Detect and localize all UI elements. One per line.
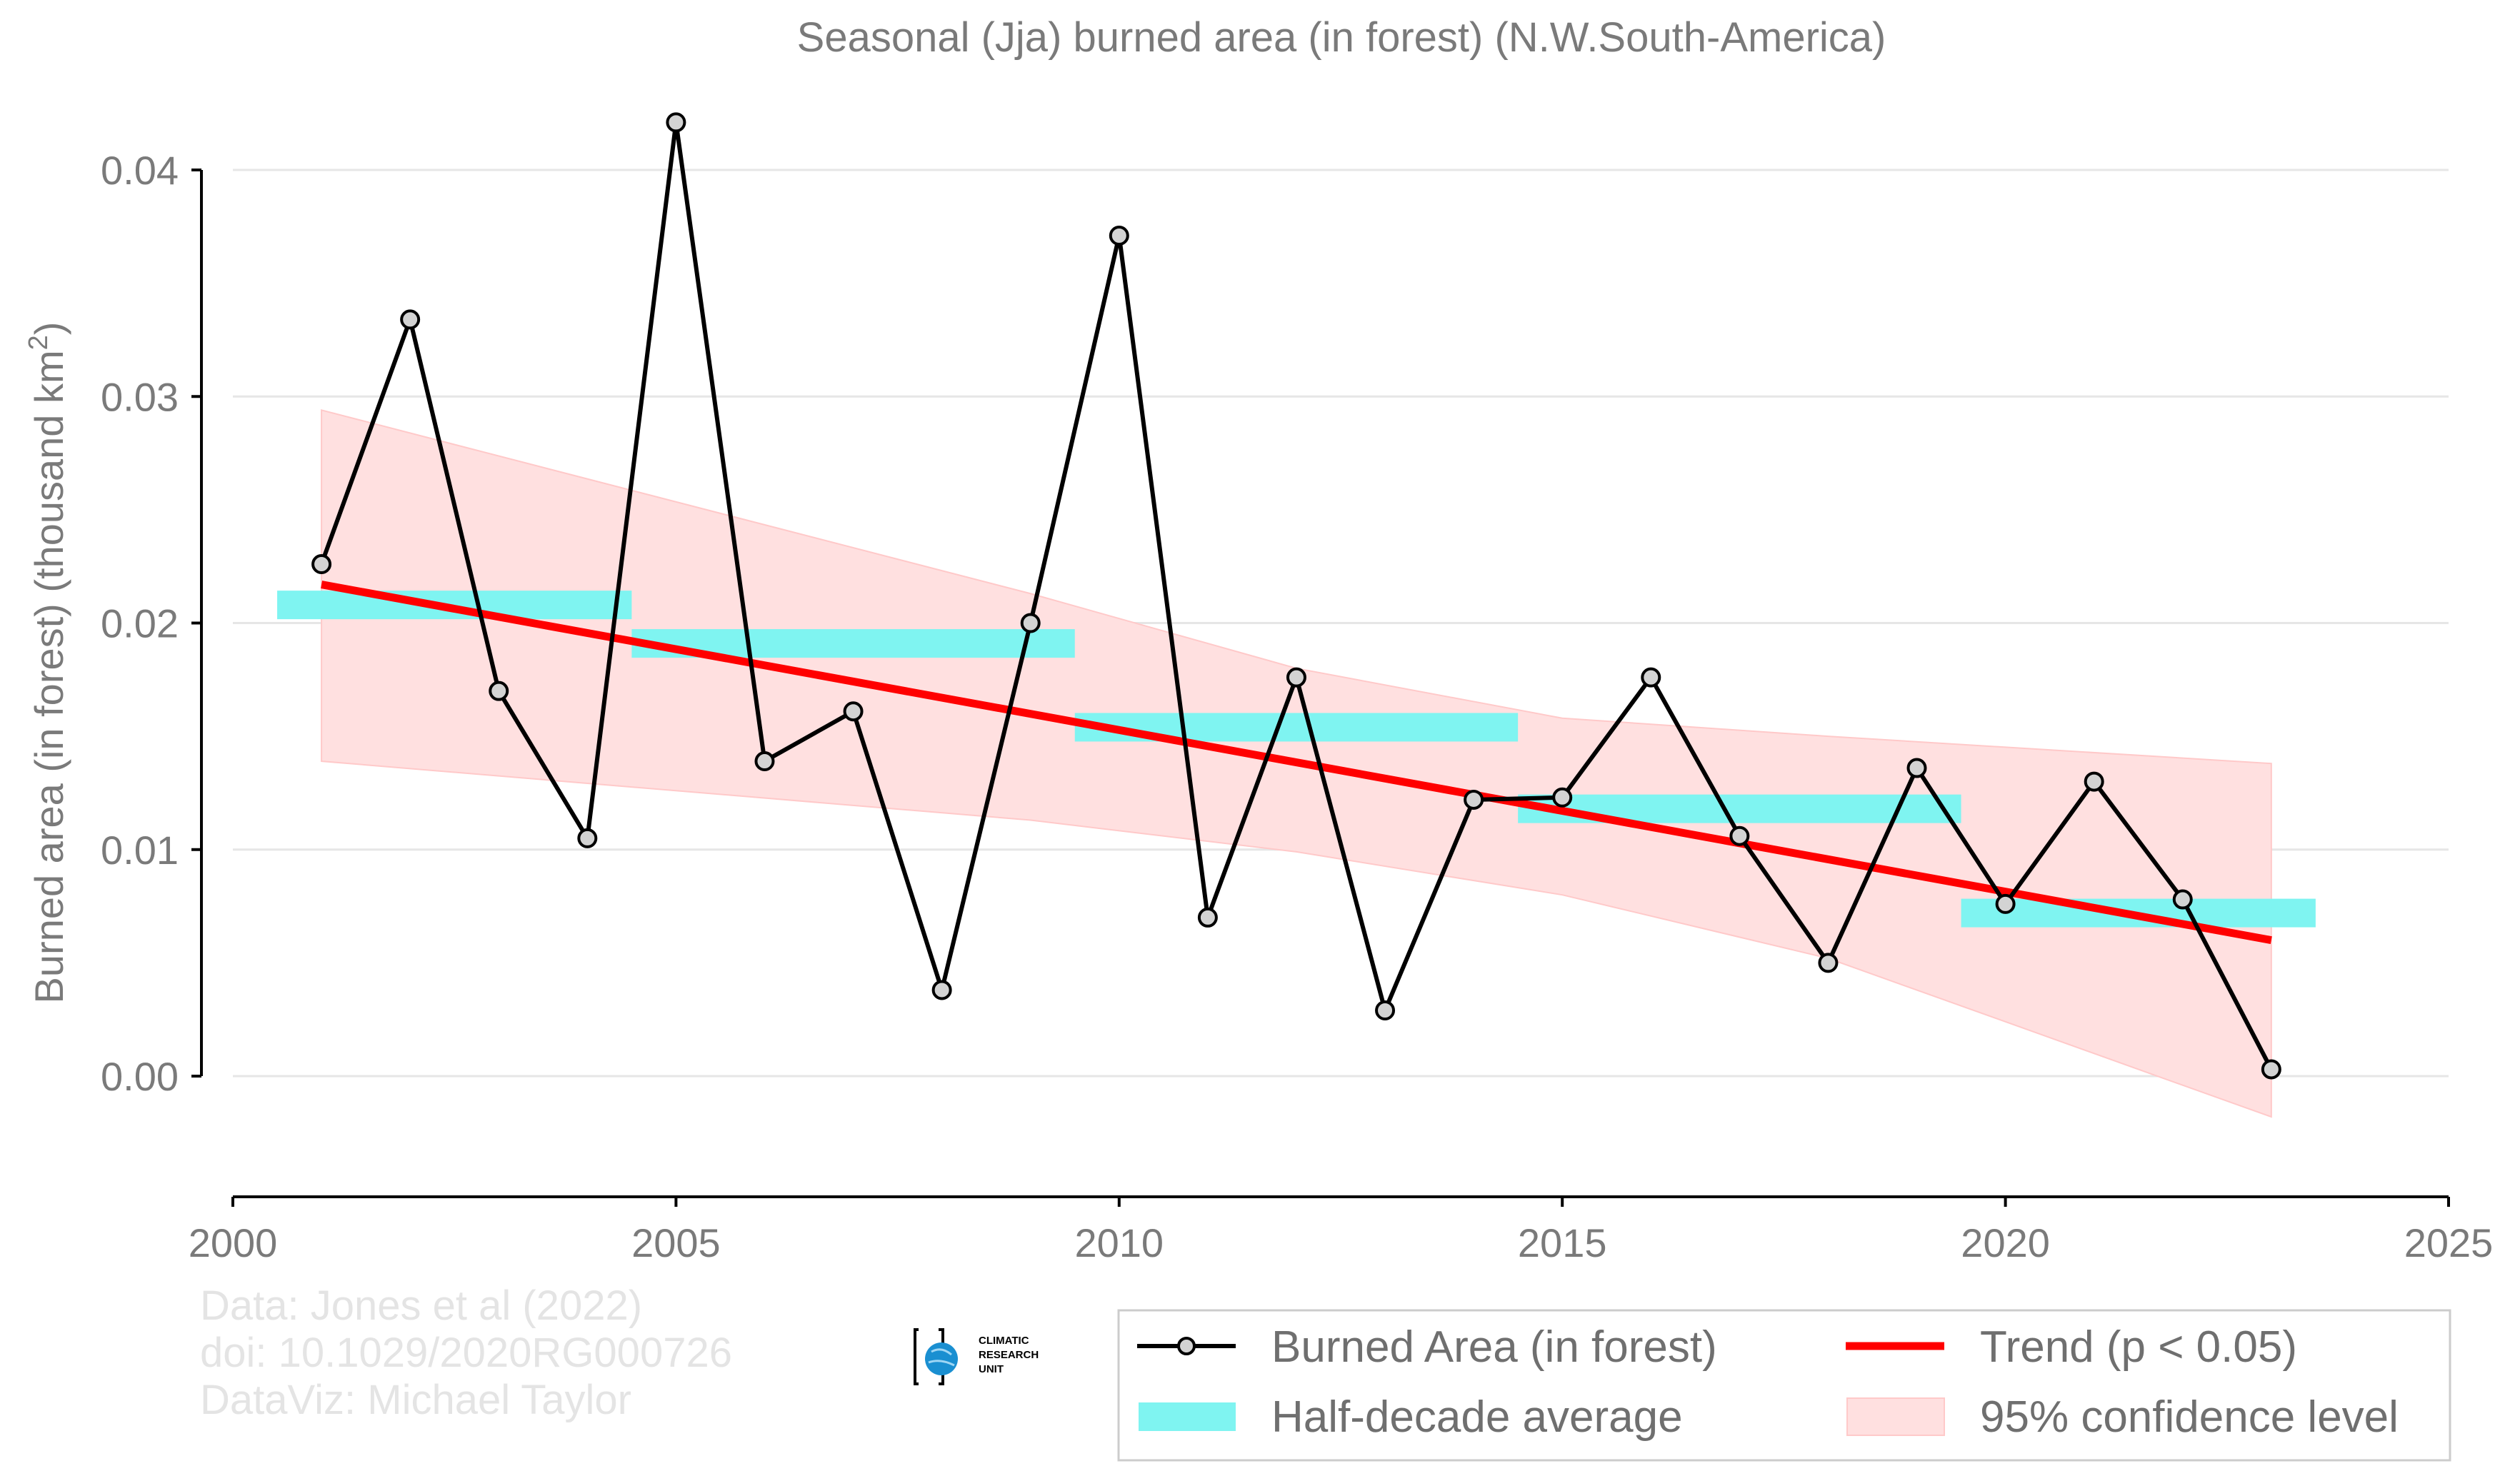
data-point-2012 <box>1286 667 1306 688</box>
data-point-2019 <box>1906 758 1927 778</box>
data-point-2020 <box>1995 893 2016 914</box>
data-point-2011 <box>1197 907 1218 928</box>
data-point-2015 <box>1552 787 1573 808</box>
logo-text-line2: RESEARCH <box>979 1349 1039 1361</box>
credits: Data: Jones et al (2022) doi: 10.1029/20… <box>200 1282 732 1423</box>
y-tick-label-4: 0.04 <box>101 148 179 193</box>
y-tick-label-3: 0.03 <box>101 374 179 419</box>
credit-data-source: Data: Jones et al (2022) <box>200 1282 642 1329</box>
legend-label-confidence: 95% confidence level <box>1980 1392 2399 1442</box>
data-point-2008 <box>931 980 952 1000</box>
data-point-2010 <box>1109 226 1129 246</box>
y-tick-label-0: 0.00 <box>101 1054 179 1099</box>
data-point-2001 <box>311 554 332 575</box>
data-point-2021 <box>2084 771 2104 792</box>
chart-title: Seasonal (Jja) burned area (in forest) (… <box>797 14 1886 61</box>
data-point-2018 <box>1818 953 1839 973</box>
data-point-2013 <box>1375 1000 1396 1020</box>
legend-marker-symbol <box>1177 1337 1196 1355</box>
burned-area-markers <box>311 112 2281 1080</box>
data-point-2023 <box>2261 1059 2281 1080</box>
y-ticks: 0.00 0.01 0.02 0.03 0.04 <box>101 148 201 1099</box>
data-point-2002 <box>400 309 421 330</box>
y-axis-label-superscript: 2 <box>24 335 54 350</box>
y-axis-label: Burned area (in forest) (thousand km2) <box>24 322 71 1004</box>
legend-box <box>1117 1309 2451 1462</box>
data-point-2016 <box>1641 667 1661 688</box>
x-tick-label-0: 2000 <box>189 1220 278 1265</box>
data-point-2005 <box>666 112 686 133</box>
legend-label-trend: Trend (p < 0.05) <box>1980 1322 2297 1372</box>
globe-icon <box>925 1342 958 1375</box>
legend-ci-symbol <box>1846 1397 1945 1436</box>
data-point-2009 <box>1020 613 1041 633</box>
x-tick-label-5: 2025 <box>2404 1220 2494 1265</box>
legend-halfdecade-symbol <box>1139 1402 1236 1431</box>
legend: Burned Area (in forest) Half-decade aver… <box>1117 1309 2451 1462</box>
data-point-2017 <box>1729 825 1750 846</box>
y-tick-label-2: 0.02 <box>101 601 179 646</box>
x-tick-label-1: 2005 <box>631 1220 721 1265</box>
data-point-2004 <box>577 828 598 848</box>
data-point-2003 <box>489 681 509 701</box>
credit-doi: doi: 10.1029/2020RG000726 <box>200 1330 732 1376</box>
y-tick-label-1: 0.01 <box>101 828 179 873</box>
x-ticks: 2000 2005 2010 2015 2020 2025 <box>189 1197 2494 1265</box>
logo-text-line3: UNIT <box>979 1363 1004 1375</box>
x-tick-label-4: 2020 <box>1961 1220 2050 1265</box>
legend-label-half-decade: Half-decade average <box>1271 1392 1683 1442</box>
logo-text-line1: CLIMATIC <box>979 1335 1029 1347</box>
data-point-2022 <box>2172 889 2193 910</box>
y-axis-label-main: Burned area (in forest) (thousand km <box>26 350 71 1003</box>
trend-line <box>321 581 2272 945</box>
data-point-2007 <box>843 701 864 722</box>
y-axis-label-close: ) <box>26 322 71 336</box>
data-point-2014 <box>1464 789 1484 810</box>
cru-logo: CLIMATIC RESEARCH UNIT <box>914 1328 1039 1385</box>
x-tick-label-3: 2015 <box>1518 1220 1607 1265</box>
credit-dataviz: DataViz: Michael Taylor <box>200 1377 631 1423</box>
legend-label-burned-area: Burned Area (in forest) <box>1271 1322 1717 1372</box>
x-tick-label-2: 2010 <box>1075 1220 1164 1265</box>
data-point-2006 <box>754 751 775 772</box>
